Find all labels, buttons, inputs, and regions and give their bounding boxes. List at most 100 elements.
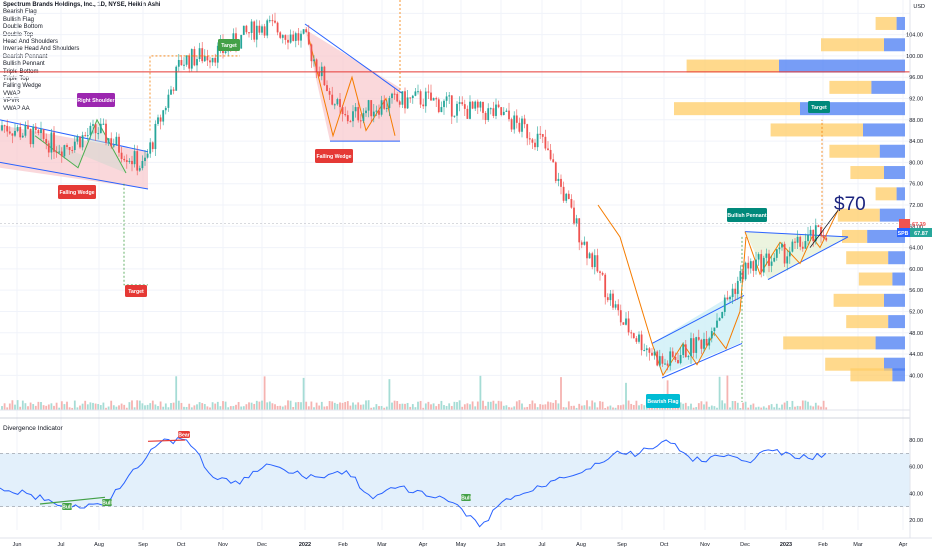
volume-bar <box>367 400 370 410</box>
candle-body <box>370 100 373 117</box>
volume-bar <box>526 406 529 410</box>
volume-bar <box>505 405 508 410</box>
legend-item[interactable]: Double Bottom <box>3 24 43 31</box>
candle-body <box>658 356 661 366</box>
candle-body <box>744 262 747 280</box>
candle-body <box>99 123 102 134</box>
candle-body <box>591 253 594 268</box>
candle-body <box>45 138 48 144</box>
volume-bar <box>554 400 557 410</box>
volume-bar <box>775 403 778 410</box>
volume-bar <box>310 401 313 410</box>
volume-bar <box>50 403 53 410</box>
price-tick: 72.00 <box>909 203 923 209</box>
volume-bar <box>336 403 339 410</box>
volume-bar <box>125 407 128 410</box>
candle-body <box>97 133 100 135</box>
price-tick: 84.00 <box>909 139 923 145</box>
candle-body <box>778 247 781 250</box>
candle-body <box>242 25 245 35</box>
candle-body <box>300 33 302 41</box>
volume-bar <box>398 403 401 410</box>
candle-body <box>388 98 391 109</box>
price-tick: 40.00 <box>909 373 923 379</box>
candle-body <box>84 135 87 137</box>
volume-bar <box>201 403 204 410</box>
target-label-bg <box>125 285 147 297</box>
legend-item[interactable]: Inverse Head And Shoulders <box>3 46 80 53</box>
price-tick: 48.00 <box>909 331 923 337</box>
volume-bar <box>188 403 191 410</box>
falling-wedge-shade <box>305 29 400 142</box>
legend-item[interactable]: VWAP <box>3 90 21 97</box>
volume-bar <box>333 402 336 410</box>
volume-bar <box>1 406 3 410</box>
volume-bar <box>575 407 578 410</box>
volume-bar <box>528 404 531 410</box>
volume-bar <box>687 406 690 410</box>
candle-body <box>651 352 653 356</box>
candle-body <box>76 136 79 142</box>
candle-body <box>664 363 666 365</box>
legend-item[interactable]: Triple Top <box>3 76 30 83</box>
chart-title: Spectrum Brands Holdings, Inc., 1D, NYSE… <box>3 2 161 8</box>
volume-bar <box>42 405 45 410</box>
volume-bar <box>294 402 297 410</box>
candle-body <box>804 241 807 249</box>
candle-body <box>518 122 521 132</box>
legend-item[interactable]: VWAP AA <box>3 105 30 112</box>
legend-item[interactable]: Bullish Flag <box>3 16 35 23</box>
bear-label-bg <box>178 431 190 438</box>
volume-profile-bar-yellow <box>850 166 884 180</box>
candle-body <box>86 135 89 137</box>
falling-wedge-label-bg <box>58 185 96 199</box>
osc-tick: 60.00 <box>909 465 923 471</box>
candle-body <box>822 235 825 239</box>
candle-body <box>206 56 209 61</box>
volume-profile-bar-blue <box>871 80 905 94</box>
candle-body <box>570 199 573 208</box>
legend-item[interactable]: Bearish Pennant <box>3 53 48 60</box>
legend-item[interactable]: VPVR <box>3 98 20 105</box>
candle-body <box>500 107 503 115</box>
price-axis-bg <box>910 0 932 550</box>
legend-item[interactable]: Bullish Pennant <box>3 61 45 68</box>
volume-bar <box>175 376 178 410</box>
volume-bar <box>123 404 126 410</box>
candle-body <box>604 274 607 298</box>
candle-body <box>133 151 136 165</box>
candle-body <box>661 356 664 364</box>
volume-profile-bar-yellow <box>825 357 884 371</box>
candle-body <box>682 344 685 355</box>
volume-bar <box>63 404 66 410</box>
legend-item[interactable]: Head And Shoulders <box>3 39 59 46</box>
legend-item[interactable]: Bearish Flag <box>3 9 37 16</box>
time-tick: Oct <box>177 542 186 548</box>
pattern-zigzag <box>597 204 747 377</box>
candle-body <box>573 207 575 224</box>
volume-bar <box>32 404 35 410</box>
last-price-badge: 67.39 <box>912 222 926 228</box>
candle-body <box>123 158 126 161</box>
candle-body <box>318 71 321 77</box>
spb-price-bg <box>910 228 932 237</box>
legend-item[interactable]: Falling Wedge <box>3 83 42 90</box>
volume-profile-bar-blue <box>896 187 905 201</box>
candle-body <box>674 356 677 361</box>
volume-bar <box>474 406 477 410</box>
volume-bar <box>128 402 131 410</box>
spb-label: SPB <box>898 231 909 237</box>
volume-bar <box>349 405 352 410</box>
price-tick: 52.00 <box>909 309 923 315</box>
candle-body <box>29 128 32 145</box>
candle-body <box>193 49 196 66</box>
volume-bar <box>255 400 258 410</box>
candle-body <box>437 99 440 113</box>
volume-bar <box>453 401 456 410</box>
candle-body <box>281 35 284 38</box>
volume-bar <box>679 402 682 410</box>
candle-body <box>578 218 581 243</box>
candle-body <box>781 243 783 248</box>
candle-body <box>359 120 362 122</box>
